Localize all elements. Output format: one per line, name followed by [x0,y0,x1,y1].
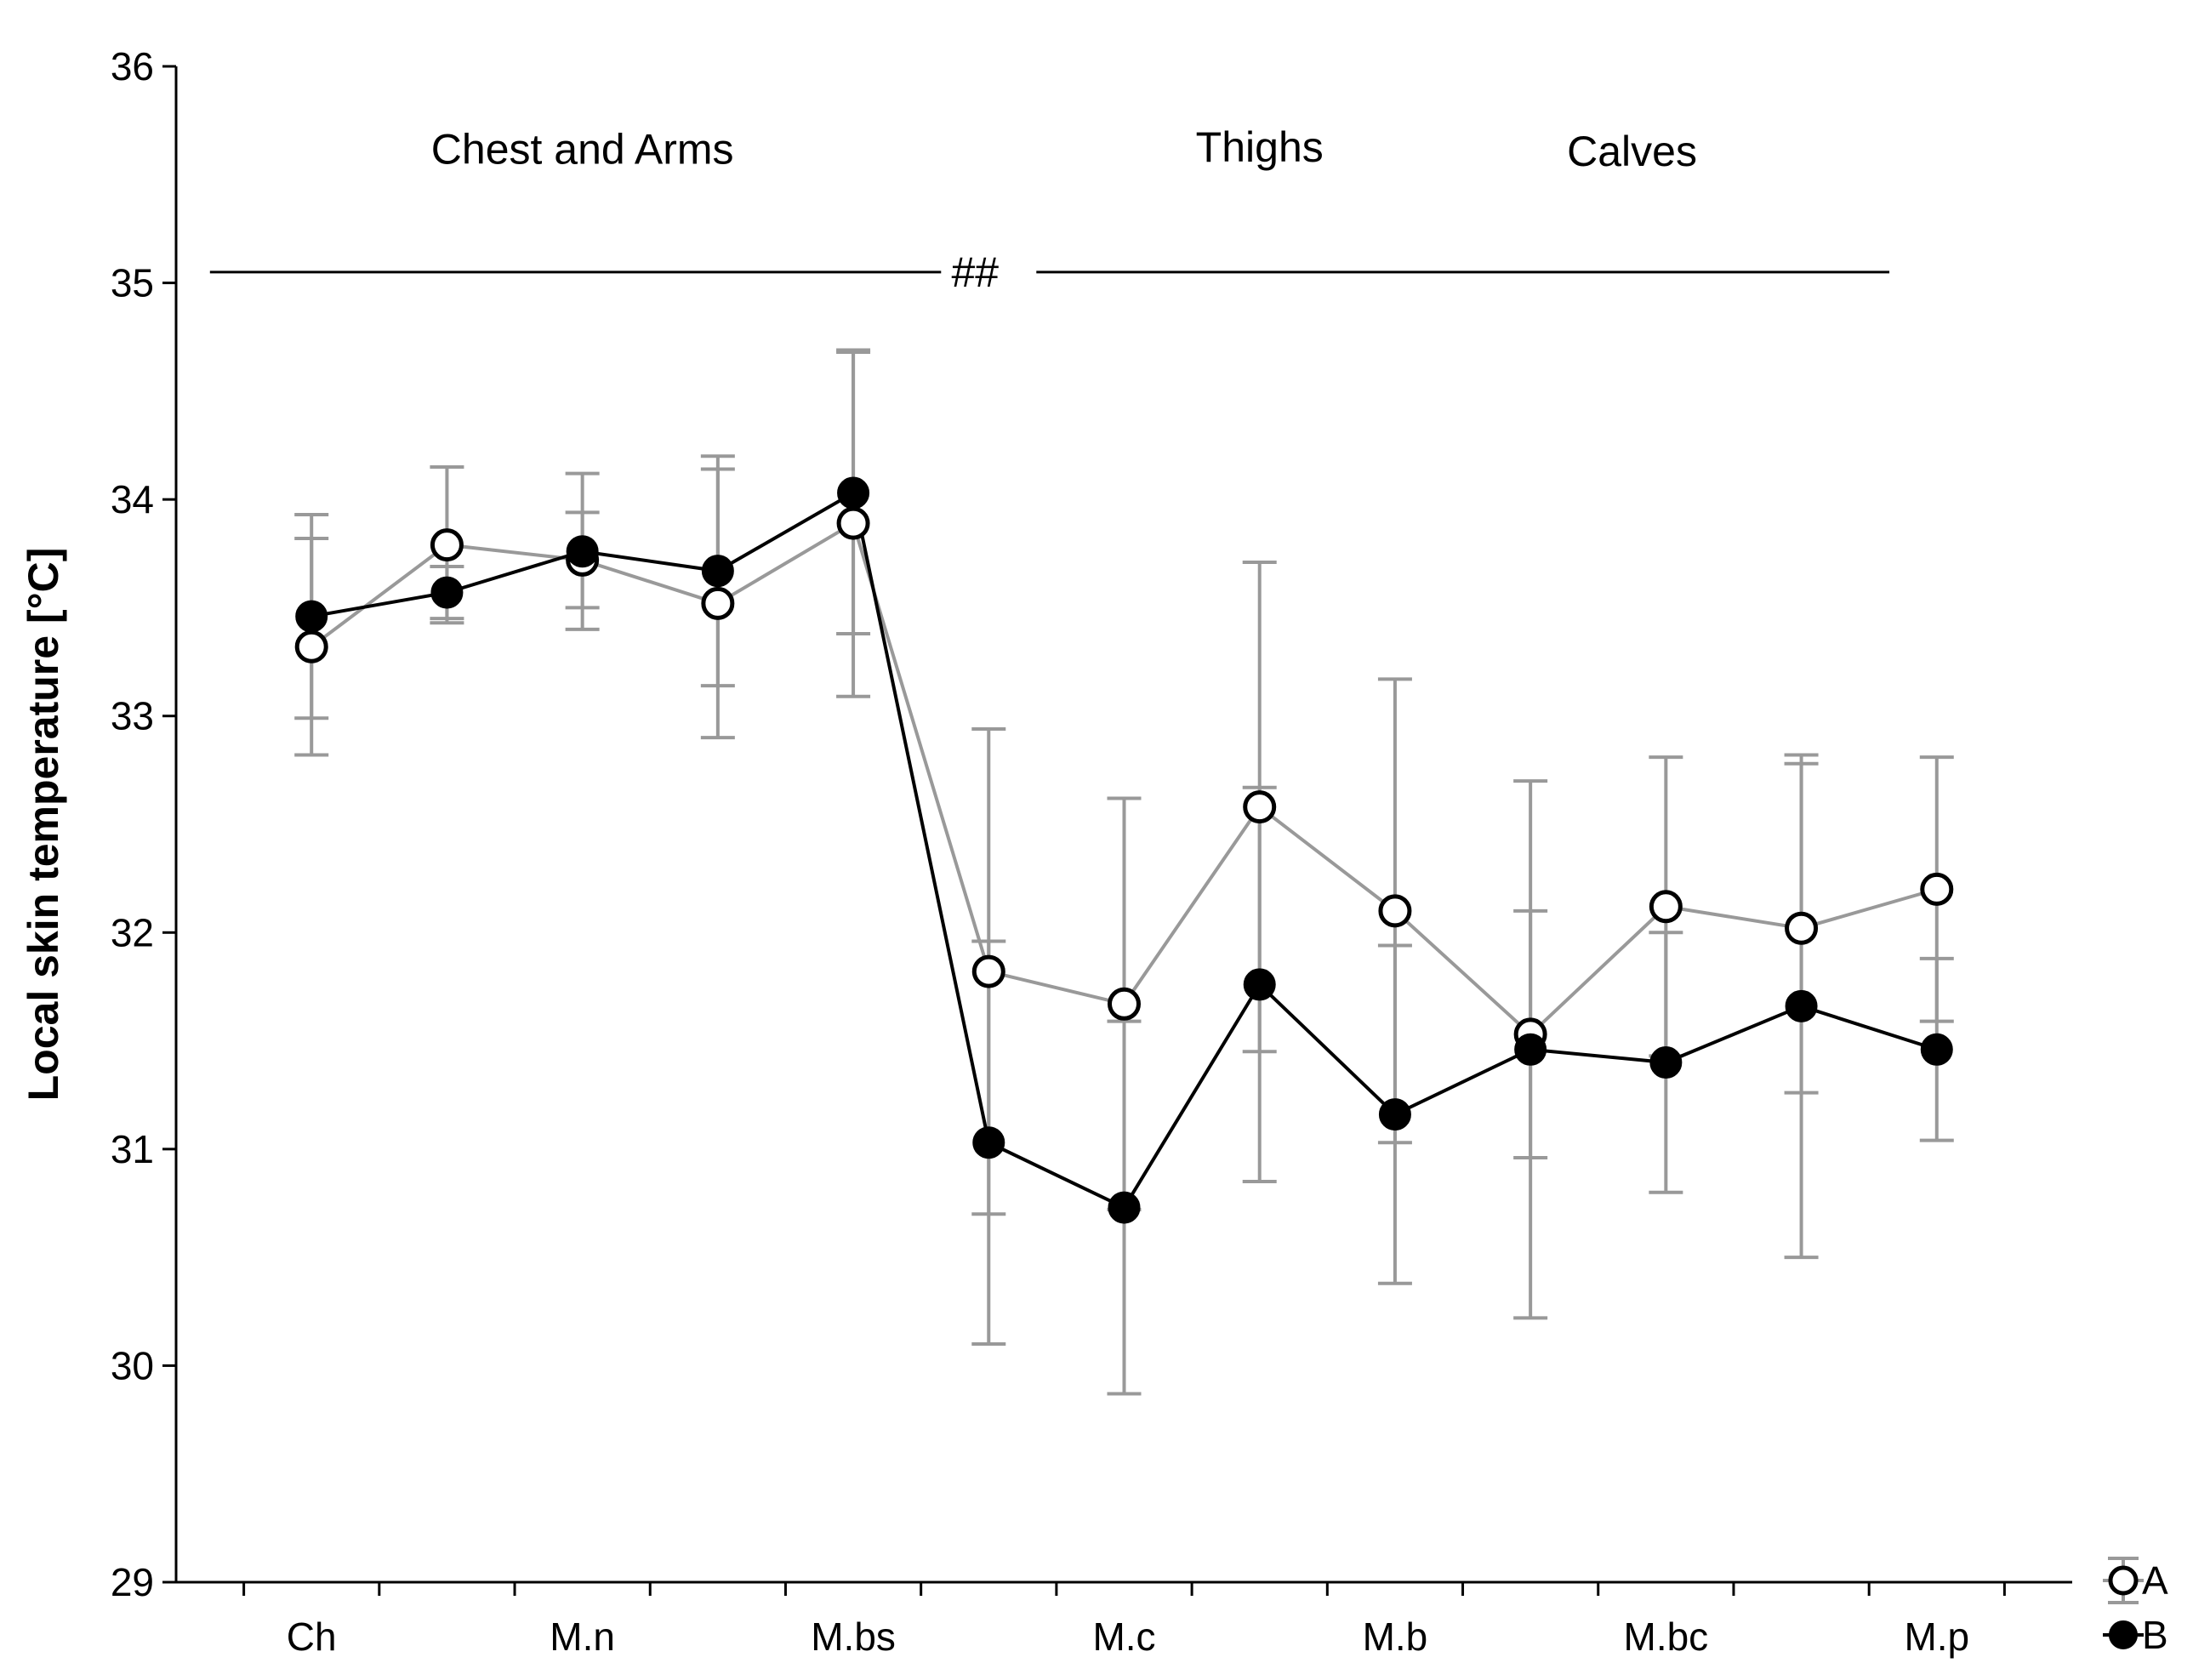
legend-label-B: B [2142,1613,2168,1657]
data-point-A [971,954,1005,988]
significance-marker: ## [951,248,999,296]
data-point-A [1243,790,1277,824]
legend-label-A: A [2142,1558,2168,1603]
data-point-B [1920,1033,1953,1066]
y-tick-label: 35 [111,261,154,305]
x-tick-label: Ch [287,1615,337,1659]
data-point-B [1514,1033,1547,1066]
data-point-A [836,506,870,540]
y-tick-label: 32 [111,910,154,954]
data-point-A [701,586,735,620]
axes: 29 30 31 32 33 34 35 36 Ch M.n M.bs M.c M.b M.bc M.p [111,44,2072,1659]
legend: AB [2103,1557,2168,1657]
data-point-B [1785,989,1818,1022]
group-label: Chest and Arms [431,126,734,174]
data-point-B [701,555,734,588]
annotations: Chest and Arms Thighs Calves ## [209,123,1890,296]
y-tick-label: 33 [111,694,154,738]
y-ticks: 29 30 31 32 33 34 35 36 [111,44,176,1604]
data-point-A [1785,911,1819,945]
data-point-B [1108,1191,1141,1224]
error-bars [294,348,1954,1396]
data-point-B [972,1126,1005,1159]
x-tick-label: M.p [1904,1615,1969,1659]
y-axis-title: Local skin temperature [°C] [20,548,67,1102]
series-markers [294,476,1954,1224]
data-point-B [837,476,870,510]
y-tick-label: 36 [111,44,154,88]
plot-area [294,348,1954,1396]
y-tick-label: 31 [111,1127,154,1171]
y-tick-label: 34 [111,477,154,521]
data-point-B [566,535,599,568]
data-point-A [1378,894,1412,928]
data-point-A [294,629,328,663]
group-label: Calves [1567,128,1697,175]
data-point-A [1649,890,1683,924]
x-tick-label: M.bc [1624,1615,1709,1659]
x-tick-label: M.b [1363,1615,1428,1659]
y-tick-label: 30 [111,1343,154,1387]
data-point-B [1243,968,1276,1001]
data-point-B [1649,1046,1683,1079]
data-point-B [430,576,464,609]
x-tick-label: M.n [550,1615,615,1659]
x-ticks: Ch M.n M.bs M.c M.b M.bc M.p [242,1582,2006,1659]
x-tick-label: M.bs [811,1615,896,1659]
group-label: Thighs [1196,123,1324,171]
x-tick-label: M.c [1092,1615,1155,1659]
legend-marker-A [2108,1565,2139,1596]
data-point-B [1378,1098,1411,1131]
y-tick-label: 29 [111,1560,154,1604]
data-point-A [1920,872,1954,906]
data-point-A [430,528,464,562]
data-point-B [295,600,328,633]
data-point-A [1108,987,1141,1021]
legend-marker-B [2109,1620,2138,1649]
